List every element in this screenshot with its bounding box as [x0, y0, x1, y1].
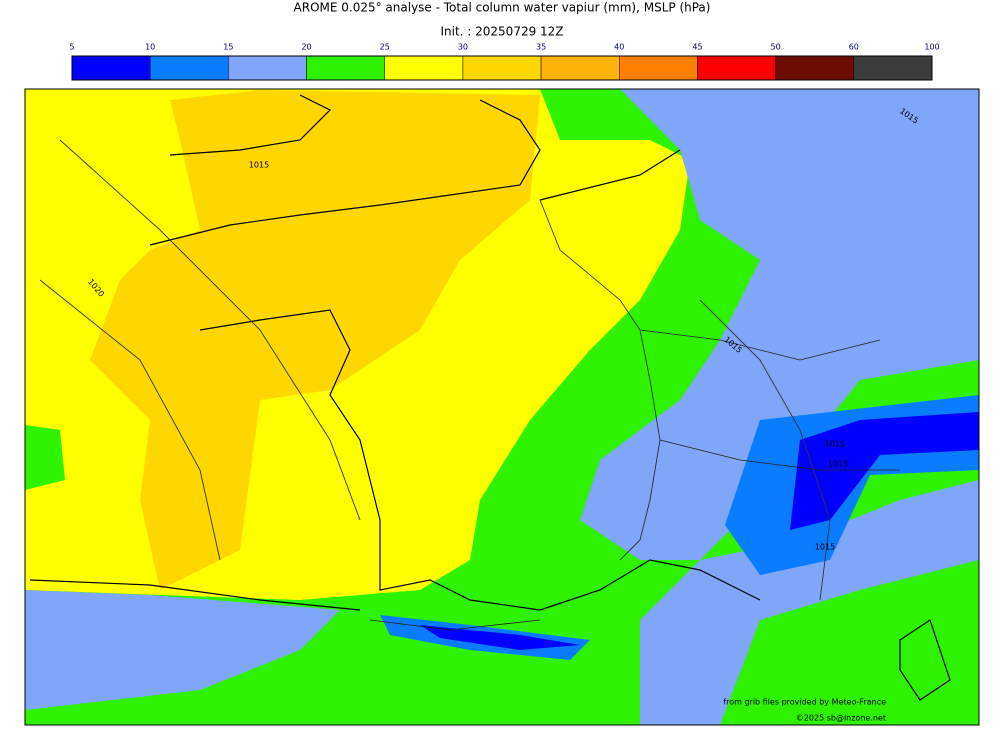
isobar	[39, 139, 831, 601]
colorbar-frame	[71, 55, 933, 81]
colorbar-tick-label: 40	[614, 43, 624, 52]
colorbar-segment	[462, 55, 542, 81]
init-time: Init. : 20250729 12Z	[440, 25, 563, 39]
colorbar-tick-label: 5	[69, 43, 74, 52]
colorbar-tick-label: 25	[380, 43, 390, 52]
colorbar-segment	[540, 55, 620, 81]
colorbar-tick-label: 15	[223, 43, 233, 52]
colorbar-tick-label: 30	[458, 43, 468, 52]
colorbar-tick-label: 100	[924, 43, 939, 52]
colorbar-tick-label: 45	[692, 43, 702, 52]
colorbar-segment	[384, 55, 464, 81]
coastline	[29, 94, 951, 701]
credit: ©2025 sb@inzone.net	[796, 714, 886, 723]
colorbar-segment	[228, 55, 307, 81]
field-darkblue	[420, 625, 580, 650]
isobar-label: 1015	[828, 460, 848, 469]
title: AROME 0.025° analyse - Total column wate…	[294, 1, 711, 15]
colorbar-segment	[619, 55, 698, 81]
colorbar-tick-label: 20	[301, 43, 311, 52]
colorbar-tick-label: 50	[771, 43, 781, 52]
field-orange	[90, 90, 540, 590]
country-border	[369, 199, 900, 631]
field-darkblue	[790, 412, 979, 530]
isobar-label: 1015	[249, 161, 269, 170]
colorbar-segment	[775, 55, 855, 81]
colorbar-segment	[697, 55, 776, 81]
colorbar: 5 10 15 20 25 30 35 40 45 50 60 100	[69, 43, 940, 81]
colorbar-segment	[853, 55, 933, 81]
colorbar-tick-label: 10	[145, 43, 155, 52]
isobar-label: 1015	[815, 543, 835, 552]
isobar-label: 1015	[825, 440, 845, 449]
map: 1015 1020 1015 1015 1015 1015 1015 from …	[25, 89, 979, 725]
map-frame	[24, 88, 980, 726]
colorbar-segment	[71, 55, 151, 81]
colorbar-tick-label: 60	[849, 43, 859, 52]
colorbar-segment	[149, 55, 229, 81]
field-green	[25, 425, 65, 490]
field-lightblue	[580, 89, 979, 560]
field-lightblue	[25, 590, 340, 710]
colorbar-tick-label: 35	[536, 43, 546, 52]
colorbar-segment	[306, 55, 385, 81]
credit: from grib files provided by Meteo-France	[723, 698, 886, 707]
field-lightblue	[640, 480, 979, 725]
